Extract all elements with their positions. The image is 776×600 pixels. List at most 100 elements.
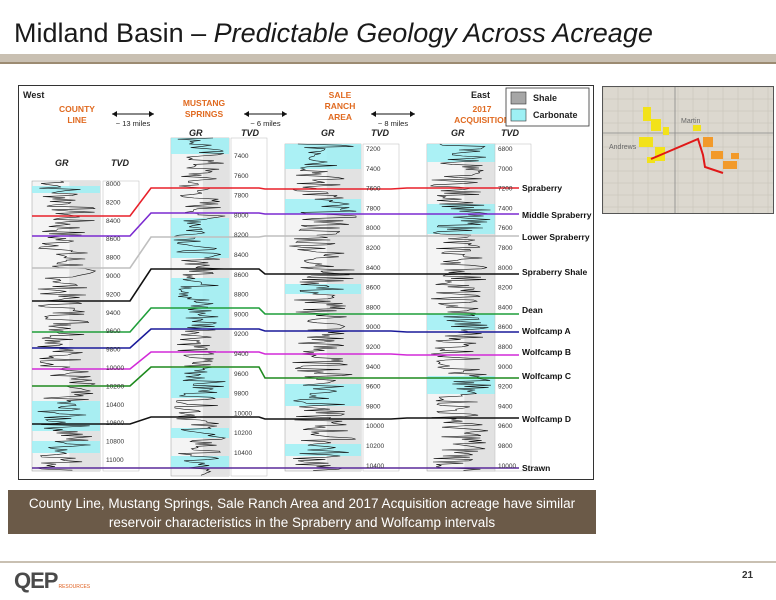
depth-label: 7800 bbox=[234, 193, 249, 200]
depth-label: 9200 bbox=[234, 331, 249, 338]
depth-label: 9400 bbox=[498, 403, 513, 410]
depth-label: 7600 bbox=[234, 173, 249, 180]
depth-label: 10400 bbox=[366, 463, 384, 470]
depth-label: 8400 bbox=[106, 218, 121, 225]
east-label: East bbox=[471, 90, 490, 100]
tvd-header: TVD bbox=[371, 128, 390, 138]
title-rule bbox=[0, 54, 776, 62]
gr-header: GR bbox=[55, 158, 69, 168]
acreage-yellow bbox=[651, 119, 661, 131]
horizon-label-wolfcamp-b: Wolfcamp B bbox=[522, 347, 571, 357]
well-name: 2017 bbox=[473, 104, 492, 114]
distance-label: ~ 8 miles bbox=[378, 119, 408, 128]
carbonate-band bbox=[171, 428, 229, 438]
horizon-label-wolfcamp-a: Wolfcamp A bbox=[522, 326, 571, 336]
depth-label: 8400 bbox=[234, 252, 249, 259]
horizon-line-middle-spraberry bbox=[32, 212, 519, 237]
horizon-label-wolfcamp-d: Wolfcamp D bbox=[522, 414, 571, 424]
depth-label: 9600 bbox=[498, 423, 513, 430]
depth-label: 8200 bbox=[498, 285, 513, 292]
well-name: LINE bbox=[67, 115, 87, 125]
tvd-column bbox=[230, 137, 268, 477]
acreage-yellow bbox=[639, 137, 653, 147]
depth-label: 7400 bbox=[234, 153, 249, 160]
depth-label: 7000 bbox=[498, 166, 513, 173]
depth-label: 8400 bbox=[498, 304, 513, 311]
horizon-line-wolfcamp-a bbox=[32, 328, 519, 349]
gr-log-curve bbox=[36, 180, 97, 471]
arrow-head-right bbox=[410, 111, 415, 117]
depth-label: 9600 bbox=[366, 384, 381, 391]
depth-label: 9000 bbox=[366, 324, 381, 331]
arrow-head-right bbox=[282, 111, 287, 117]
horizon-label-wolfcamp-c: Wolfcamp C bbox=[522, 371, 571, 381]
depth-label: 9800 bbox=[498, 443, 513, 450]
depth-label: 8200 bbox=[106, 199, 121, 206]
depth-label: 9800 bbox=[106, 347, 121, 354]
title-italic: Predictable Geology Across Acreage bbox=[213, 18, 653, 48]
depth-label: 10200 bbox=[106, 383, 124, 390]
well-name: COUNTY bbox=[59, 104, 95, 114]
depth-label: 7800 bbox=[366, 205, 381, 212]
tvd-header: TVD bbox=[501, 128, 520, 138]
horizon-line-spraberry bbox=[32, 187, 519, 217]
well-name: RANCH bbox=[325, 101, 356, 111]
legend-swatch-shale bbox=[510, 91, 527, 105]
arrow-head-right bbox=[149, 111, 154, 117]
depth-label: 9000 bbox=[106, 273, 121, 280]
carbonate-band bbox=[427, 144, 495, 162]
depth-label: 6800 bbox=[498, 146, 513, 153]
gr-log-curve bbox=[173, 137, 227, 476]
depth-label: 9400 bbox=[366, 364, 381, 371]
acreage-orange bbox=[703, 137, 713, 147]
legend-label-carbonate: Carbonate bbox=[533, 110, 578, 120]
map-background bbox=[603, 87, 773, 213]
gr-log-curve bbox=[430, 143, 492, 471]
horizon-line-dean bbox=[32, 307, 519, 333]
well-name: ACQUISITION bbox=[454, 115, 510, 125]
page-title: Midland Basin – Predictable Geology Acro… bbox=[14, 18, 653, 49]
depth-label: 10200 bbox=[234, 430, 252, 437]
depth-label: 7200 bbox=[366, 146, 381, 153]
carbonate-band bbox=[285, 444, 361, 456]
depth-label: 10000 bbox=[234, 410, 252, 417]
depth-label: 8400 bbox=[366, 265, 381, 272]
map-label-andrews: Andrews bbox=[609, 144, 637, 151]
gr-header: GR bbox=[321, 128, 335, 138]
depth-label: 8800 bbox=[106, 255, 121, 262]
well-4 bbox=[426, 143, 532, 472]
arrow-head-left bbox=[112, 111, 117, 117]
depth-label: 7600 bbox=[498, 225, 513, 232]
well-name: MUSTANG bbox=[183, 98, 226, 108]
depth-label: 8800 bbox=[366, 304, 381, 311]
depth-label: 8600 bbox=[366, 285, 381, 292]
depth-label: 8000 bbox=[106, 181, 121, 188]
arrow-head-left bbox=[244, 111, 249, 117]
carbonate-band bbox=[32, 401, 100, 431]
horizon-label-dean: Dean bbox=[522, 305, 543, 315]
logo-text: QEP bbox=[14, 568, 58, 593]
depth-label: 10800 bbox=[106, 439, 124, 446]
depth-label: 10600 bbox=[106, 420, 124, 427]
west-label: West bbox=[23, 90, 44, 100]
depth-label: 8600 bbox=[106, 236, 121, 243]
cross-section-panel: Spraberry Middle Spraberry Lower Spraberry… bbox=[18, 85, 594, 493]
carbonate-band bbox=[285, 284, 361, 294]
depth-label: 11000 bbox=[106, 457, 124, 464]
horizon-line-wolfcamp-d bbox=[32, 416, 519, 425]
horizon-label-lower-spraberry: Lower Spraberry bbox=[522, 232, 590, 242]
depth-label: 10000 bbox=[498, 463, 516, 470]
gr-log-curve bbox=[289, 143, 357, 471]
tvd-header: TVD bbox=[241, 128, 260, 138]
tvd-column bbox=[494, 143, 532, 472]
acreage-orange bbox=[723, 161, 737, 169]
depth-label: 9200 bbox=[498, 384, 513, 391]
horizon-line-wolfcamp-b bbox=[32, 351, 519, 370]
well-3 bbox=[284, 143, 400, 472]
footer-rule bbox=[0, 561, 776, 563]
legend-swatch-carbonate bbox=[510, 108, 527, 122]
carbonate-band bbox=[285, 384, 361, 406]
depth-label: 8600 bbox=[234, 272, 249, 279]
map-label-martin: Martin bbox=[681, 118, 701, 125]
depth-label: 10400 bbox=[106, 402, 124, 409]
